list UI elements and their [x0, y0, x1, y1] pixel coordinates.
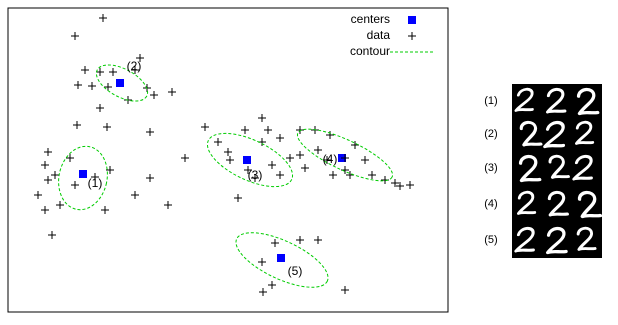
- data-point: [104, 83, 112, 91]
- data-point: [96, 104, 104, 112]
- data-point: [276, 171, 284, 179]
- data-point: [361, 156, 369, 164]
- data-point: [224, 148, 232, 156]
- data-point: [164, 201, 172, 209]
- data-point: [296, 236, 304, 244]
- cluster-label: (3): [248, 168, 263, 182]
- data-point: [296, 151, 304, 159]
- data-point: [73, 121, 81, 129]
- data-point: [34, 191, 42, 199]
- data-point: [66, 154, 74, 162]
- legend-marker: [408, 16, 416, 24]
- data-point: [150, 91, 158, 99]
- data-point: [131, 191, 139, 199]
- data-point: [286, 154, 294, 162]
- data-point: [268, 281, 276, 289]
- data-point: [101, 206, 109, 214]
- legend-label: centers: [351, 12, 390, 26]
- data-point: [326, 131, 334, 139]
- figure: centers data contour (1) (2) (3) (4) (5) (1) (2) (…: [0, 0, 618, 320]
- data-point: [96, 68, 104, 76]
- data-point: [314, 146, 322, 154]
- data-point: [329, 171, 337, 179]
- data-point: [168, 88, 176, 96]
- data-point: [99, 14, 107, 22]
- legend-label: data: [367, 28, 391, 42]
- data-point: [314, 236, 322, 244]
- data-point: [41, 206, 49, 214]
- digit-row-label: (3): [484, 162, 497, 174]
- data-point: [88, 82, 96, 90]
- data-point: [301, 164, 309, 172]
- data-point: [74, 81, 82, 89]
- data-point: [81, 66, 89, 74]
- digit-row-label: (4): [484, 198, 497, 210]
- data-point: [41, 161, 49, 169]
- data-point: [226, 156, 234, 164]
- data-point: [341, 286, 349, 294]
- digit-row-label: (2): [484, 128, 497, 140]
- data-point: [259, 288, 267, 296]
- cluster-label: (2): [127, 59, 142, 73]
- data-point: [103, 123, 111, 131]
- data-point: [271, 239, 279, 247]
- data-point: [276, 134, 284, 142]
- data-point: [51, 171, 59, 179]
- data-point: [234, 194, 242, 202]
- center-marker: [116, 79, 124, 87]
- center-marker: [277, 254, 285, 262]
- legend-label: contour: [350, 44, 390, 58]
- cluster-label: (1): [88, 176, 103, 190]
- data-point: [71, 32, 79, 40]
- data-point: [406, 181, 414, 189]
- data-point: [56, 201, 64, 209]
- cluster-label: (4): [323, 152, 338, 166]
- data-point: [258, 114, 266, 122]
- digit-row-label: (1): [484, 95, 497, 107]
- data-point: [48, 231, 56, 239]
- data-point: [71, 181, 79, 189]
- data-point: [268, 161, 276, 169]
- data-point: [201, 123, 209, 131]
- data-point: [146, 174, 154, 182]
- data-point: [181, 154, 189, 162]
- data-point: [241, 126, 249, 134]
- data-point: [258, 258, 266, 266]
- data-point: [264, 126, 272, 134]
- data-point: [296, 126, 304, 134]
- cluster-label: (5): [288, 264, 303, 278]
- data-point: [109, 68, 117, 76]
- center-marker: [79, 170, 87, 178]
- digit-row-label: (5): [484, 234, 497, 246]
- data-point: [44, 176, 52, 184]
- center-marker: [243, 156, 251, 164]
- data-point: [146, 128, 154, 136]
- data-point: [368, 171, 376, 179]
- legend-marker: [408, 32, 416, 40]
- data-point: [44, 148, 52, 156]
- data-point: [214, 138, 222, 146]
- page: {"chart_data": {"type": "scatter", "xlim…: [0, 0, 618, 325]
